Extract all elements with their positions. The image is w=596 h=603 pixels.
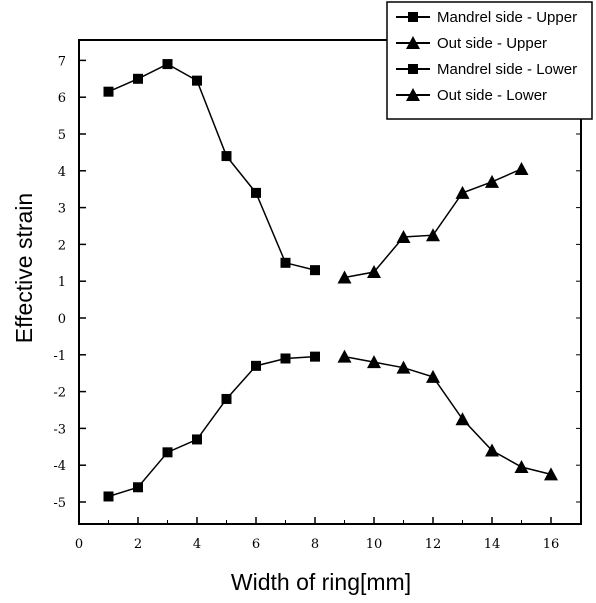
legend-box xyxy=(386,1,593,120)
triangle-point xyxy=(367,265,381,278)
legend: Mandrel side - Upper Out side - Upper Mand… xyxy=(386,1,593,120)
legend-square-marker xyxy=(408,12,418,22)
series-4 xyxy=(337,349,558,481)
y-tick-label: -5 xyxy=(53,496,66,511)
y-tick-label: 0 xyxy=(58,312,66,327)
legend-triangle-marker xyxy=(406,36,420,49)
triangle-point xyxy=(396,360,411,374)
triangle-point xyxy=(426,228,440,242)
series-line xyxy=(108,63,316,271)
square-point xyxy=(310,351,320,362)
triangle-point xyxy=(455,412,470,426)
x-axis-title: Width of ring[mm] xyxy=(231,569,411,595)
y-tick-label: 3 xyxy=(58,202,66,217)
axis-ticks xyxy=(78,59,581,524)
legend-square-marker xyxy=(408,64,418,74)
y-tick-label: 7 xyxy=(58,54,66,69)
legend-label: Mandrel side - Lower xyxy=(437,61,577,78)
x-tick-label: 0 xyxy=(75,537,83,552)
square-point xyxy=(310,265,320,276)
triangle-point xyxy=(514,161,529,175)
legend-label: Out side - Upper xyxy=(437,35,547,52)
y-tick-label: -4 xyxy=(53,459,66,474)
triangle-point xyxy=(426,369,440,383)
triangle-point xyxy=(485,443,499,457)
y-tick-label: 1 xyxy=(58,275,66,290)
square-point xyxy=(280,353,291,364)
triangle-point xyxy=(367,355,381,369)
legend-item: Mandrel side - Upper xyxy=(396,9,577,26)
y-tick-label: -1 xyxy=(53,349,66,364)
legend-item: Mandrel side - Lower xyxy=(396,61,577,78)
y-tick-label: 4 xyxy=(58,165,66,180)
series-3 xyxy=(103,351,320,502)
x-tick-label: 8 xyxy=(311,537,319,552)
x-tick-label: 14 xyxy=(484,537,501,552)
square-point xyxy=(251,360,261,371)
square-point xyxy=(133,73,143,84)
legend-items: Mandrel side - Upper Out side - Upper Mand… xyxy=(396,9,577,104)
x-tick-label: 6 xyxy=(252,537,260,552)
y-axis-title: Effective strain xyxy=(11,193,37,343)
legend-triangle-marker xyxy=(406,88,420,101)
series-2 xyxy=(337,161,529,284)
x-tick-label: 16 xyxy=(543,537,560,552)
y-tick-label: 5 xyxy=(58,128,66,143)
square-point xyxy=(162,447,173,458)
square-point xyxy=(133,482,143,493)
square-point xyxy=(192,75,202,86)
y-tick-label: 2 xyxy=(58,238,66,253)
legend-label: Out side - Lower xyxy=(437,87,547,104)
triangle-point xyxy=(485,174,499,188)
y-tick-label: -2 xyxy=(53,386,66,401)
series-line xyxy=(344,355,552,476)
square-point xyxy=(221,393,232,404)
y-tick-label: -3 xyxy=(53,422,66,437)
legend-label: Mandrel side - Upper xyxy=(437,9,577,26)
triangle-point xyxy=(337,270,352,284)
square-point xyxy=(280,257,291,268)
legend-item: Out side - Upper xyxy=(396,35,547,52)
triangle-point xyxy=(514,460,529,474)
x-tick-label: 12 xyxy=(425,537,442,552)
x-tick-label: 4 xyxy=(193,537,201,552)
x-tick-label: 10 xyxy=(366,537,383,552)
triangle-point xyxy=(337,349,352,363)
square-point xyxy=(103,491,114,502)
series-line xyxy=(108,355,316,498)
series-1 xyxy=(103,59,320,276)
x-tick-label: 2 xyxy=(134,537,142,552)
legend-item: Out side - Lower xyxy=(396,87,547,104)
square-point xyxy=(221,151,232,162)
square-point xyxy=(192,434,202,445)
triangle-point xyxy=(455,185,470,199)
triangle-point xyxy=(396,230,411,244)
plot-frame xyxy=(78,39,582,525)
y-tick-label: 6 xyxy=(58,91,66,106)
square-point xyxy=(251,187,261,198)
square-point xyxy=(162,59,173,70)
triangle-point xyxy=(544,467,558,481)
series-layer xyxy=(103,59,558,502)
square-point xyxy=(103,86,114,97)
